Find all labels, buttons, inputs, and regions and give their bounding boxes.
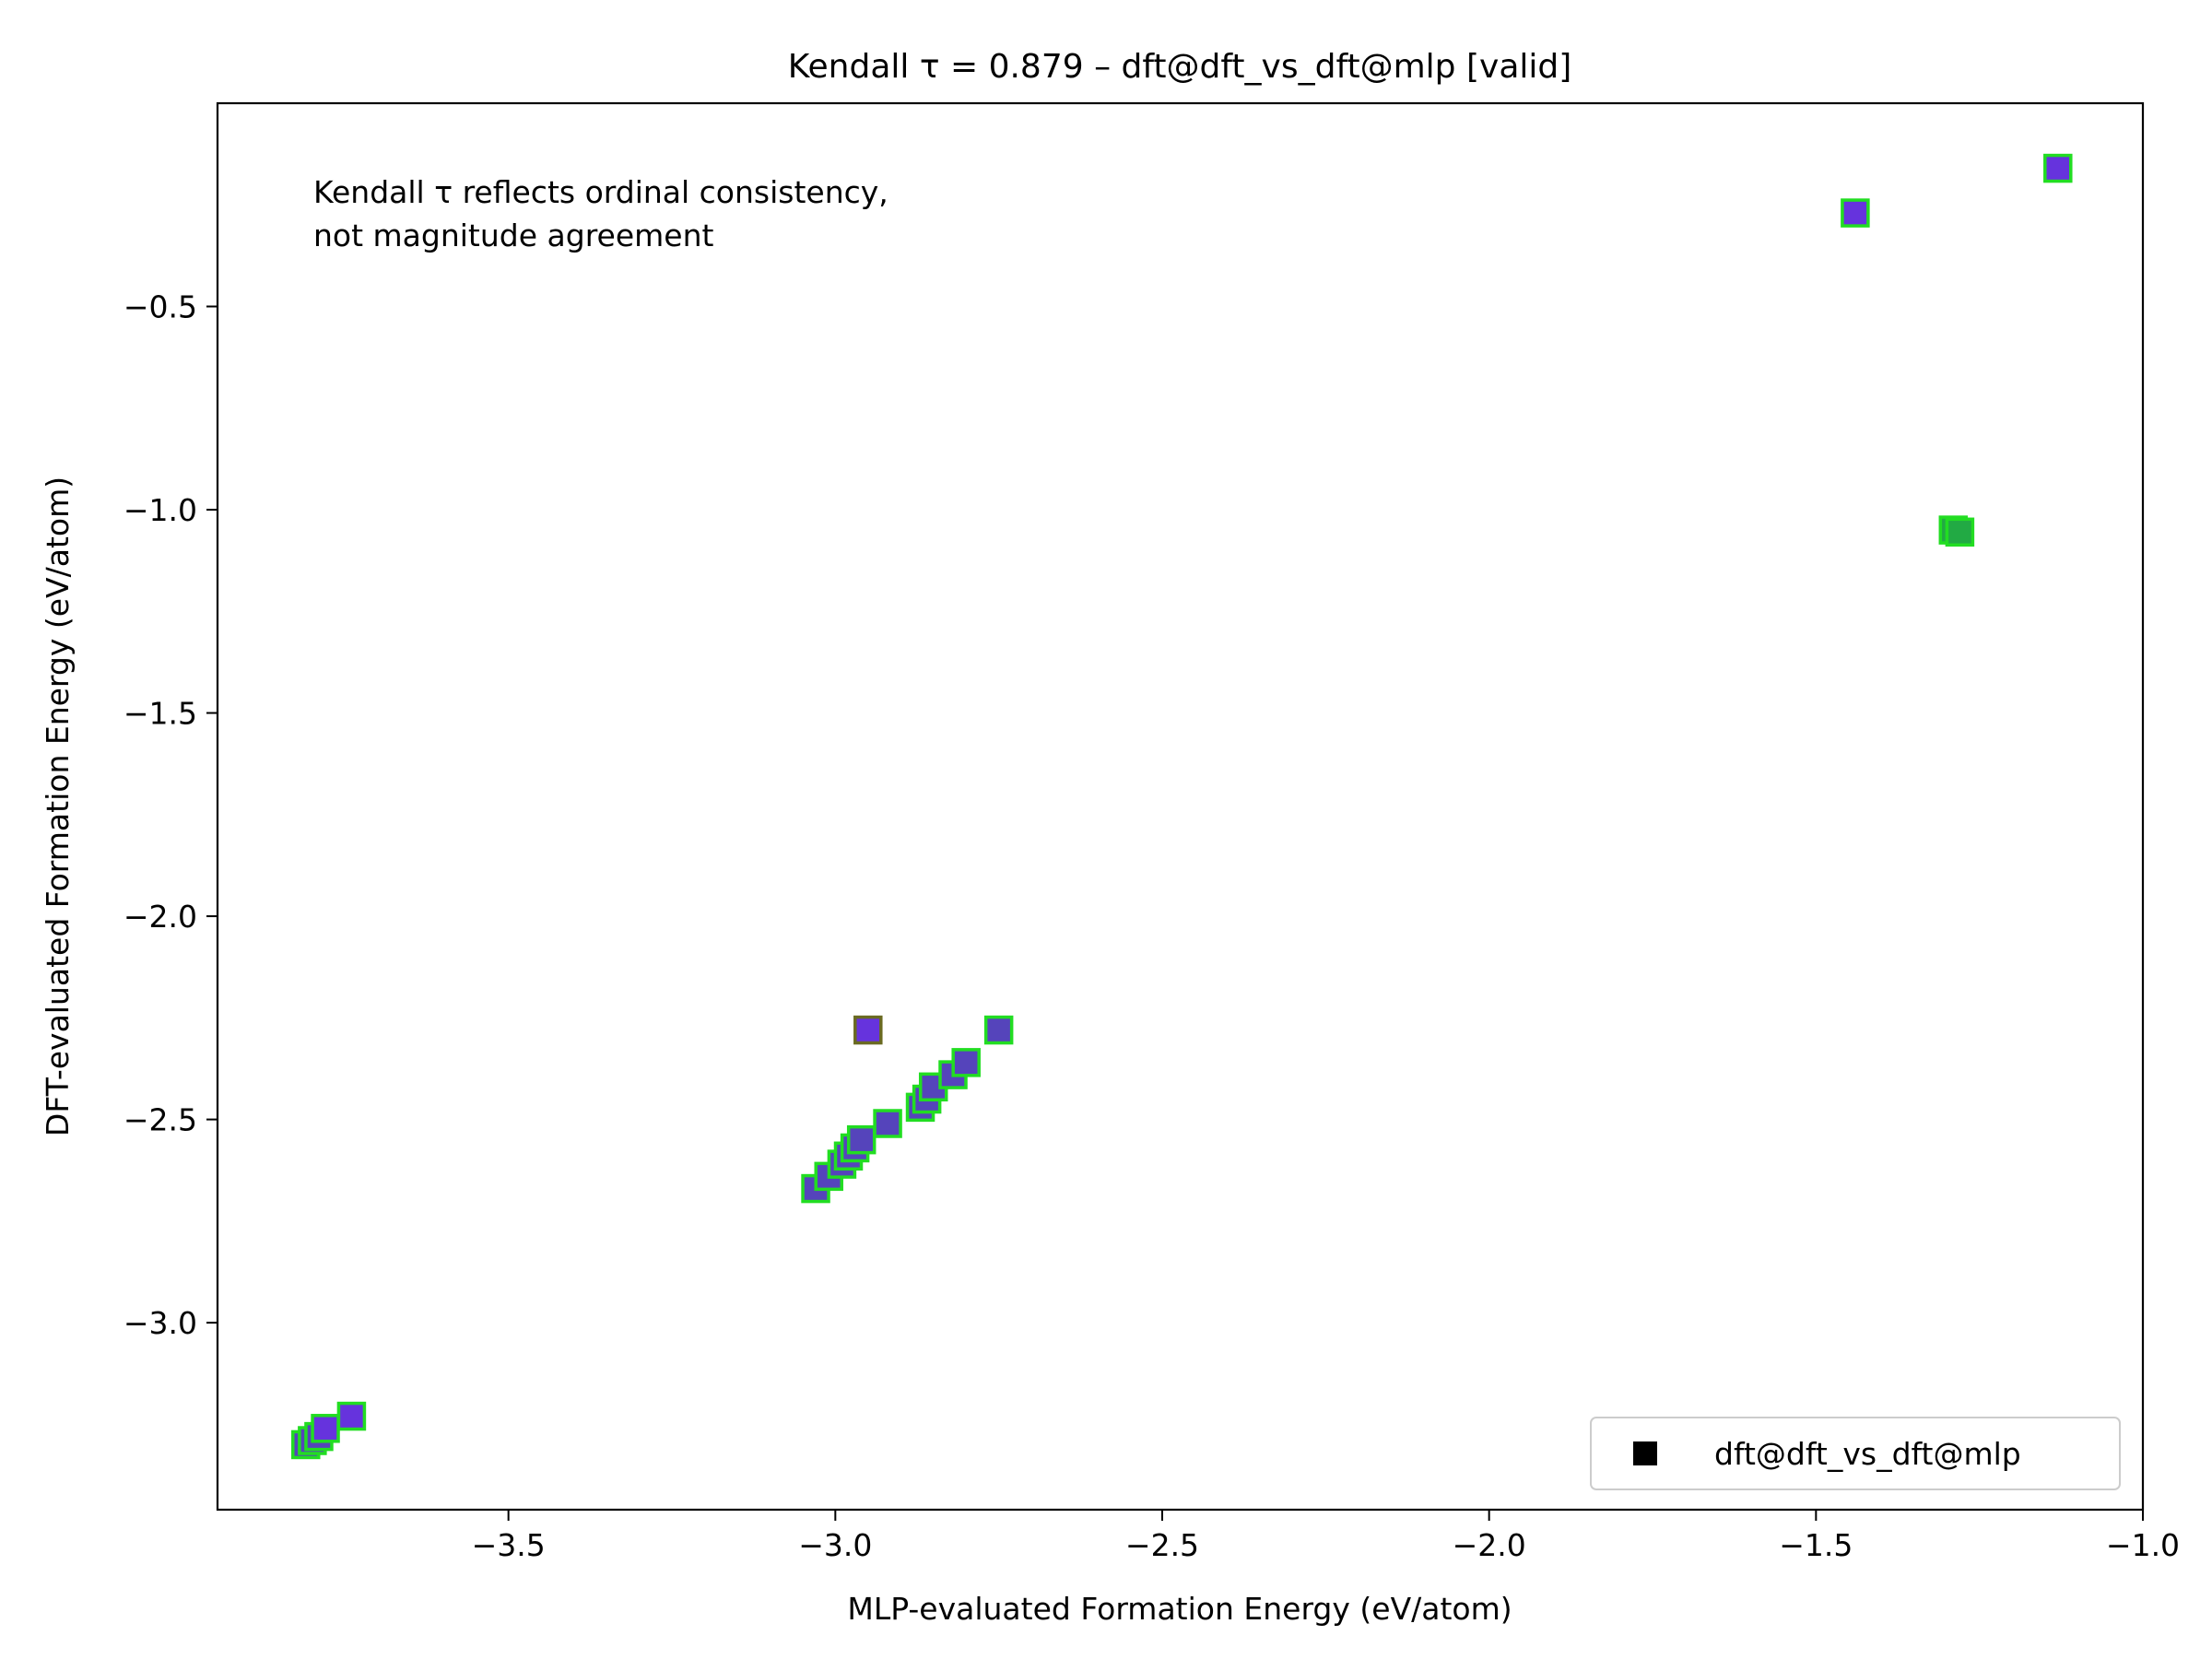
- plot-frame: [216, 101, 2145, 1512]
- data-point: [873, 1109, 902, 1138]
- y-tick-label: −2.0: [124, 899, 197, 935]
- points-layer: [291, 153, 2073, 1460]
- x-tick-label: −2.0: [1453, 1527, 1526, 1563]
- legend-entry-label: dft@dft_vs_dft@mlp: [1714, 1436, 2021, 1472]
- y-axis-label: DFT-evaluated Formation Energy (eV/atom): [40, 477, 76, 1136]
- legend: dft@dft_vs_dft@mlp: [1590, 1417, 2121, 1490]
- data-point: [2043, 153, 2073, 183]
- x-axis-ticks: −3.5 −3.0 −2.5 −2.0 −1.5 −1.0: [472, 1510, 2180, 1563]
- y-tick-label: −1.0: [124, 492, 197, 528]
- x-tick-label: −1.5: [1779, 1527, 1853, 1563]
- x-tick-label: −2.5: [1125, 1527, 1199, 1563]
- y-tick-label: −2.5: [124, 1102, 197, 1138]
- legend-marker: [1633, 1441, 1657, 1465]
- chart-title: Kendall τ = 0.879 – dft@dft_vs_dft@mlp […: [788, 48, 1572, 86]
- data-point: [983, 1015, 1014, 1045]
- annotation-line-1: Kendall τ reflects ordinal consistency,: [313, 174, 888, 210]
- x-tick-label: −3.5: [472, 1527, 546, 1563]
- data-point: [1945, 517, 1975, 547]
- x-tick-label: −1.0: [2106, 1527, 2180, 1563]
- y-tick-label: −0.5: [124, 289, 197, 325]
- y-tick-label: −1.5: [124, 696, 197, 732]
- data-point: [846, 1124, 877, 1155]
- data-point: [1841, 198, 1870, 228]
- x-axis-label: MLP-evaluated Formation Energy (eV/atom): [847, 1591, 1512, 1627]
- legend-box: [1590, 1417, 2121, 1490]
- data-point: [951, 1048, 981, 1077]
- data-point: [336, 1401, 367, 1431]
- y-tick-label: −3.0: [124, 1305, 197, 1341]
- x-tick-label: −3.0: [798, 1527, 872, 1563]
- data-point: [311, 1414, 340, 1443]
- y-axis-ticks: −0.5 −1.0 −1.5 −2.0 −2.5 −3.0: [124, 289, 218, 1341]
- data-point: [853, 1015, 883, 1045]
- annotation-line-2: not magnitude agreement: [313, 218, 714, 253]
